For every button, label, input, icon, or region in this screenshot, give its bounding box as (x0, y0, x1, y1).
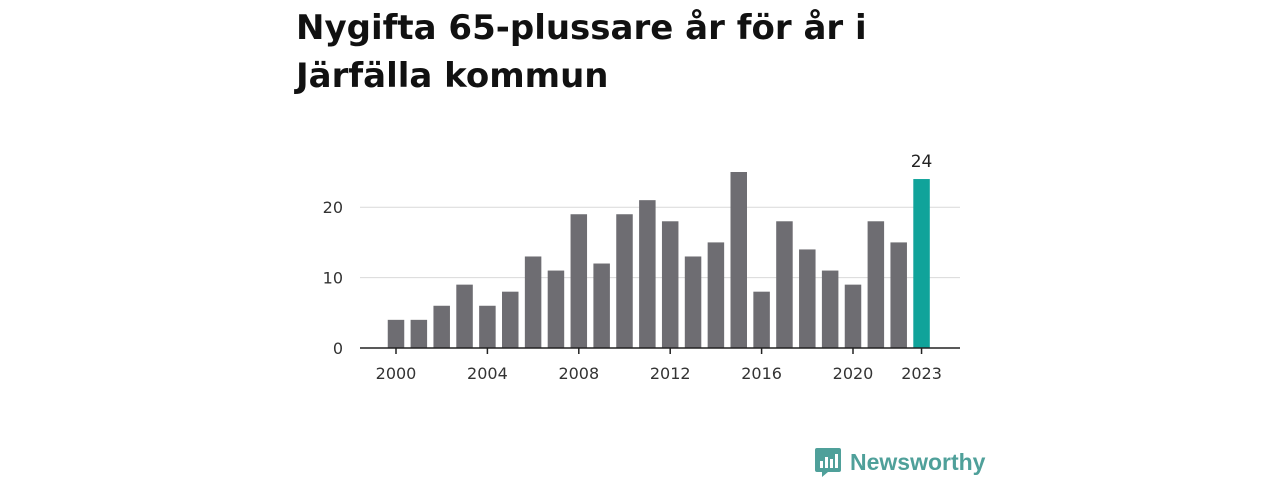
bar-2017 (776, 221, 793, 348)
bar-2009 (593, 263, 610, 348)
x-tick-label: 2012 (650, 364, 691, 383)
y-tick-label: 0 (333, 339, 343, 358)
x-tick-label: 2008 (558, 364, 599, 383)
bar-2011 (639, 200, 656, 348)
bar-2004 (479, 305, 496, 348)
bar-2012 (661, 221, 679, 348)
brand-name: Newsworthy (850, 448, 986, 475)
y-tick-label: 10 (323, 269, 343, 288)
x-tick-label: 2000 (376, 364, 417, 383)
bar-2007 (547, 270, 565, 348)
newsworthy-logo-icon (815, 448, 841, 477)
bar-2005 (502, 291, 519, 348)
bar-2013 (684, 256, 702, 348)
bar-2018 (799, 249, 816, 348)
x-tick-label: 2020 (833, 364, 874, 383)
bar-2023 (913, 179, 930, 348)
bar-2006 (524, 256, 542, 348)
x-tick-label: 2016 (741, 364, 782, 383)
bar-2022 (890, 242, 907, 348)
bar-2001 (410, 319, 428, 348)
bar-2003 (456, 284, 473, 348)
x-tick-label: 2004 (467, 364, 508, 383)
bar-value-label: 24 (911, 152, 933, 172)
bar-2008 (570, 214, 588, 348)
bar-2015 (730, 172, 747, 348)
bar-2019 (821, 270, 839, 348)
x-tick-label: 2023 (901, 364, 942, 383)
bar-2002 (433, 305, 450, 348)
bar-2000 (387, 319, 405, 348)
y-tick-label: 20 (323, 198, 343, 217)
brand-logo: Newsworthy (814, 446, 985, 478)
chart-title: Nygifta 65-plussare år för år i Järfälla… (296, 8, 867, 96)
bar-2020 (844, 284, 862, 348)
bar-2010 (616, 214, 633, 348)
bar-2016 (753, 291, 770, 348)
bar-2014 (707, 242, 725, 348)
bar-2021 (867, 221, 885, 348)
